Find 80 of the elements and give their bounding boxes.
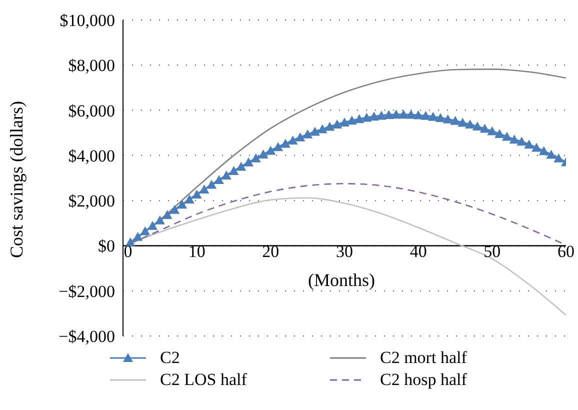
- x-tick-label: 0: [124, 242, 132, 262]
- point: [177, 200, 188, 209]
- legend-label: C2 LOS half: [160, 370, 247, 390]
- y-axis-title: Cost savings (dollars): [6, 101, 26, 258]
- point: [346, 116, 357, 125]
- point: [132, 232, 143, 241]
- point: [288, 136, 298, 145]
- point: [487, 126, 498, 136]
- y-tick-label: −$2,000: [58, 282, 115, 301]
- point: [192, 189, 202, 198]
- point: [362, 112, 372, 122]
- point: [154, 215, 165, 224]
- point: [442, 114, 453, 124]
- point: [273, 142, 284, 152]
- point: [206, 180, 217, 189]
- y-tick-label: $2,000: [68, 192, 115, 211]
- y-tick-label: $6,000: [68, 101, 115, 120]
- point: [420, 110, 431, 120]
- x-tick-label: 50: [484, 242, 501, 262]
- point: [391, 110, 402, 119]
- point: [302, 129, 313, 138]
- point: [199, 184, 210, 194]
- point: [295, 132, 306, 142]
- point: [236, 162, 246, 171]
- point: [531, 142, 542, 152]
- point: [244, 157, 254, 166]
- point: [480, 124, 490, 133]
- point: [354, 114, 364, 124]
- point: [435, 112, 446, 122]
- point: [340, 117, 350, 126]
- point: [546, 150, 556, 159]
- point: [398, 110, 409, 119]
- point: [472, 122, 482, 131]
- y-tick-label: $10,000: [60, 11, 115, 30]
- point: [162, 210, 172, 220]
- point: [140, 226, 150, 236]
- point: [428, 112, 438, 121]
- point: [258, 150, 268, 159]
- x-tick-label: 60: [558, 242, 574, 262]
- x-axis-title: (Months): [308, 270, 375, 292]
- point: [458, 118, 468, 127]
- point: [502, 132, 512, 141]
- point: [280, 138, 290, 148]
- point: [509, 134, 520, 144]
- point: [184, 194, 194, 204]
- point: [516, 136, 527, 146]
- point: [494, 128, 505, 138]
- point: [384, 110, 394, 120]
- point: [228, 166, 239, 176]
- legend-label: C2 mort half: [380, 348, 467, 368]
- point: [221, 170, 232, 180]
- x-tick-label: 30: [336, 242, 353, 262]
- y-tick-label: $8,000: [68, 56, 115, 76]
- point: [406, 110, 416, 119]
- point: [369, 112, 380, 121]
- point: [170, 204, 180, 214]
- point: [413, 110, 424, 120]
- point: [538, 146, 549, 156]
- x-tick-label: 10: [188, 242, 206, 262]
- y-tick-label: −$4,000: [58, 327, 115, 346]
- x-tick-label: 40: [410, 242, 427, 262]
- point: [125, 237, 136, 246]
- point: [376, 110, 386, 120]
- point: [266, 146, 276, 155]
- point: [148, 220, 158, 230]
- point: [450, 116, 460, 125]
- point: [250, 153, 261, 162]
- x-tick-label: 20: [262, 242, 280, 262]
- y-tick-label: $4,000: [68, 146, 115, 166]
- point: [524, 140, 534, 149]
- y-tick-label: $0: [98, 236, 115, 256]
- legend-label: C2 hosp half: [380, 370, 467, 390]
- point: [310, 126, 320, 136]
- point: [317, 124, 328, 134]
- point: [465, 120, 476, 129]
- point: [554, 153, 564, 162]
- legend-label: C2: [160, 348, 180, 368]
- point: [324, 122, 335, 131]
- point: [214, 175, 224, 184]
- point: [332, 120, 342, 129]
